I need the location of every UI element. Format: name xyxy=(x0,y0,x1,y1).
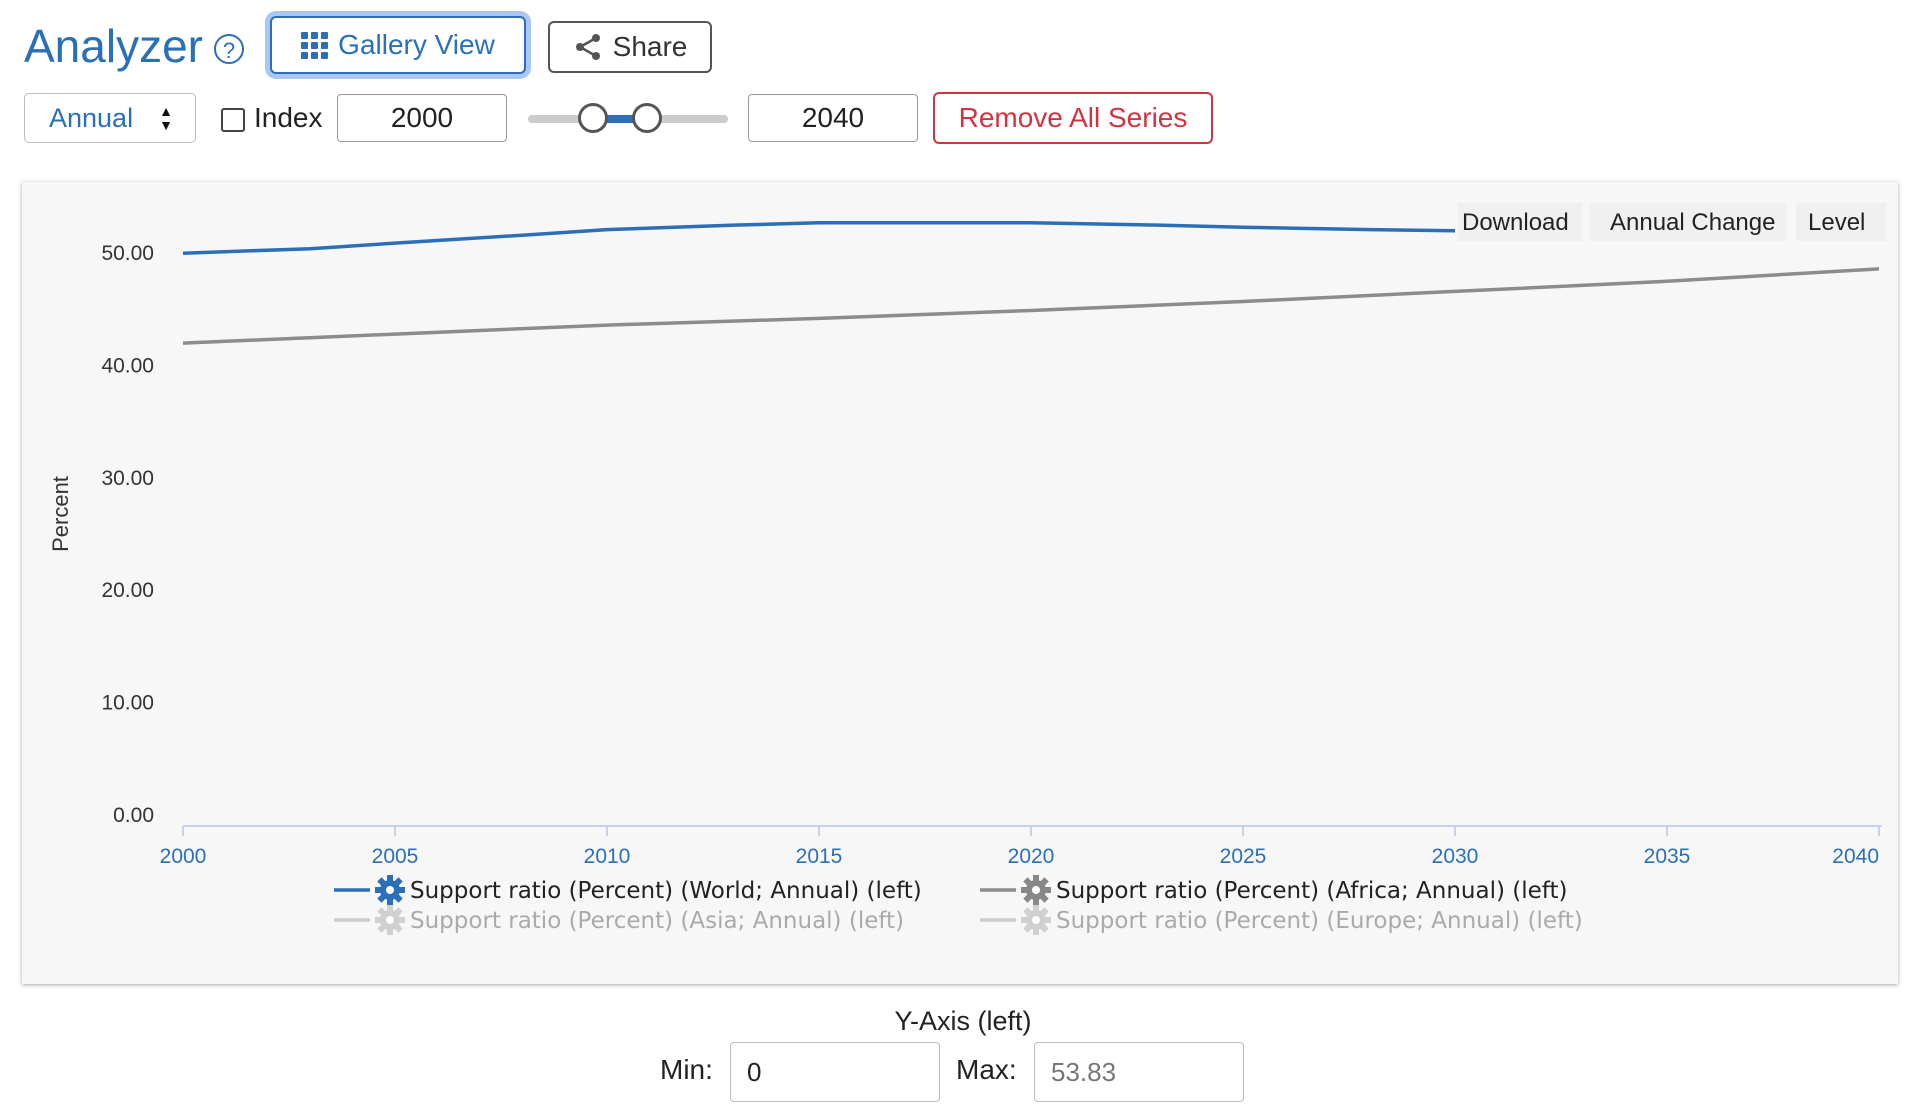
level-button-bg xyxy=(1796,203,1886,241)
sort-caret-icon: ▲ ▼ xyxy=(159,103,173,133)
y-max-input[interactable]: 53.83 xyxy=(1034,1042,1244,1102)
y-tick-label: 20.00 xyxy=(101,579,154,602)
legend-label: Support ratio (Percent) (Africa; Annual)… xyxy=(1056,878,1567,904)
x-tick-label: 2015 xyxy=(796,845,843,868)
x-tick-label: 2020 xyxy=(1008,845,1055,868)
level-button[interactable]: Level xyxy=(1808,209,1865,236)
annual-change-button-bg xyxy=(1590,203,1786,241)
y-tick-label: 0.00 xyxy=(113,804,154,827)
legend-item[interactable]: Support ratio (Percent) (World; Annual) … xyxy=(334,875,922,905)
series-line-2[interactable] xyxy=(182,267,1880,345)
legend-label: Support ratio (Percent) (Asia; Annual) (… xyxy=(410,908,904,934)
y-min-input[interactable]: 0 xyxy=(730,1042,940,1102)
share-icon xyxy=(575,34,600,60)
y-axis-controls-title: Y-Axis (left) xyxy=(894,1006,1032,1036)
legend-item[interactable]: Support ratio (Percent) (Europe; Annual)… xyxy=(980,905,1583,935)
y-tick-label: 40.00 xyxy=(101,354,154,377)
end-year-input[interactable]: 2040 xyxy=(748,94,918,142)
x-tick-label: 2010 xyxy=(584,845,631,868)
gear-icon[interactable] xyxy=(375,875,405,905)
gear-icon[interactable] xyxy=(1021,875,1051,905)
y-tick-label: 30.00 xyxy=(101,467,154,490)
annual-change-button[interactable]: Annual Change xyxy=(1610,209,1775,236)
legend-label: Support ratio (Percent) (World; Annual) … xyxy=(410,878,922,904)
y-min-label: Min: xyxy=(660,1054,713,1085)
remove-all-series-button[interactable]: Remove All Series xyxy=(933,92,1213,144)
start-year-input[interactable]: 2000 xyxy=(337,94,507,142)
x-tick-label: 2040 xyxy=(1832,845,1879,868)
series-line-1[interactable] xyxy=(182,221,1456,255)
y-max-label: Max: xyxy=(956,1054,1017,1085)
frequency-select[interactable]: Annual ▲ ▼ xyxy=(24,93,196,143)
download-button[interactable]: Download xyxy=(1462,209,1569,236)
slider-range-fill xyxy=(594,115,648,123)
index-checkbox[interactable] xyxy=(221,108,245,132)
gear-icon[interactable] xyxy=(1021,905,1051,935)
y-tick-label: 50.00 xyxy=(101,242,154,265)
index-label: Index xyxy=(254,102,323,133)
legend-item[interactable]: Support ratio (Percent) (Asia; Annual) (… xyxy=(334,905,904,935)
gallery-view-button[interactable]: Gallery View xyxy=(270,16,526,74)
slider-end-handle[interactable] xyxy=(632,103,662,133)
x-tick-label: 2005 xyxy=(372,845,419,868)
share-button[interactable]: Share xyxy=(548,21,712,73)
download-button-bg xyxy=(1458,203,1582,241)
x-tick-label: 2025 xyxy=(1220,845,1267,868)
x-tick-label: 2035 xyxy=(1644,845,1691,868)
chart-panel: 0.00 10.00 20.00 30.00 40.00 50.00 2000 2005 20… xyxy=(22,182,1898,984)
x-tick-label: 2030 xyxy=(1432,845,1479,868)
grid-icon xyxy=(301,31,329,59)
line-chart: 0.00 10.00 20.00 30.00 40.00 50.00 2000 2005 20… xyxy=(48,203,1886,935)
slider-start-handle[interactable] xyxy=(578,103,608,133)
legend-item[interactable]: Support ratio (Percent) (Africa; Annual)… xyxy=(980,875,1567,905)
frequency-value: Annual xyxy=(49,103,134,133)
y-tick-label: 10.00 xyxy=(101,692,154,715)
page-title: Analyzer xyxy=(24,20,203,72)
question-circle-icon[interactable]: ? xyxy=(214,34,244,64)
share-label: Share xyxy=(612,31,688,62)
x-tick-label: 2000 xyxy=(160,845,207,868)
gallery-view-label: Gallery View xyxy=(338,29,495,60)
gear-icon[interactable] xyxy=(375,905,405,935)
legend-label: Support ratio (Percent) (Europe; Annual)… xyxy=(1056,908,1583,934)
y-axis-label: Percent xyxy=(48,476,73,552)
